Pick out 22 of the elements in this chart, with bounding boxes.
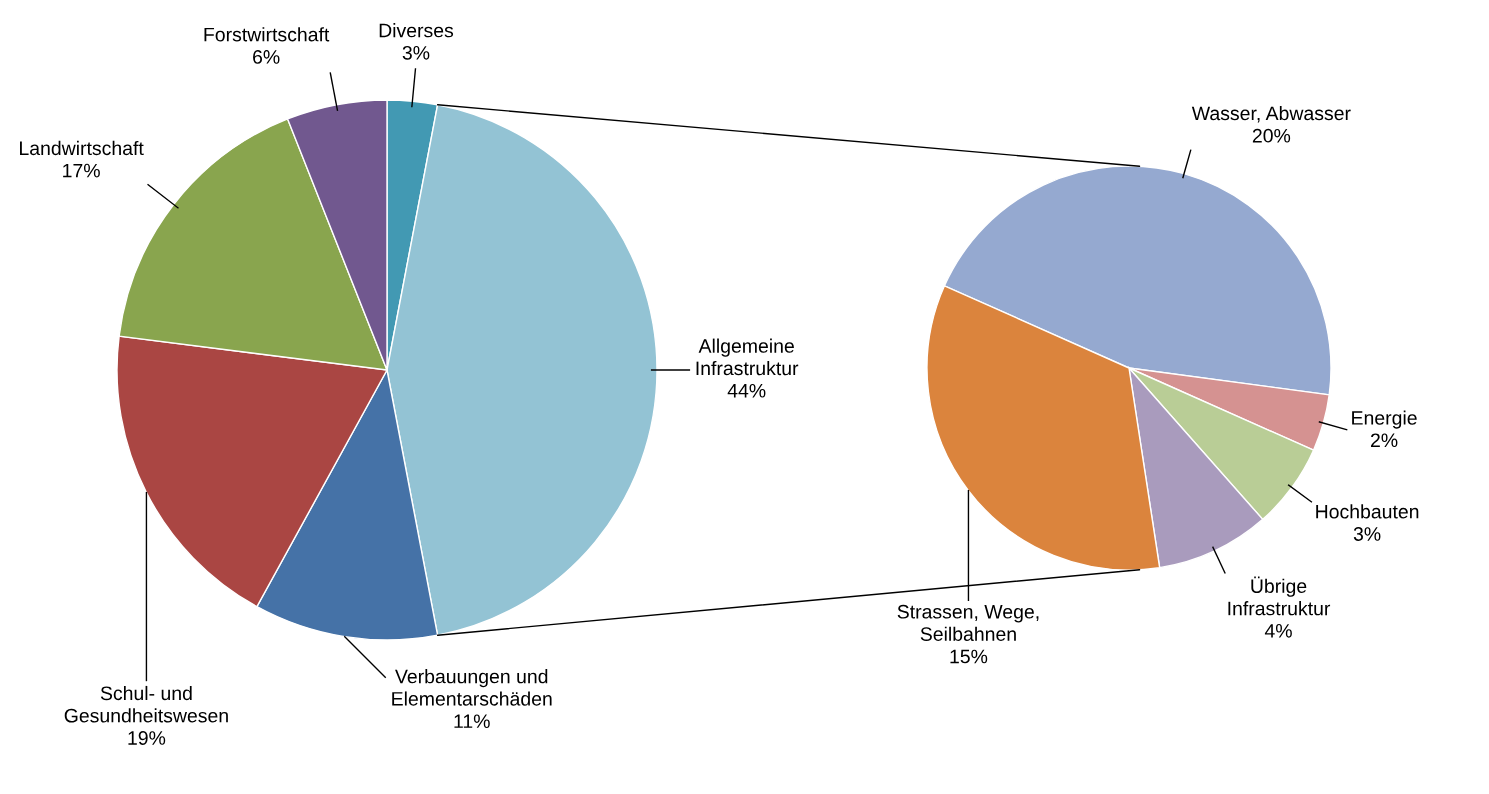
data-label: 6% (253, 50, 280, 64)
data-label: 11% (454, 714, 490, 728)
data-label: 44% (727, 383, 766, 398)
data-label: 2% (1370, 433, 1398, 448)
slice-label: Strassen, Wege, Seilbahnen (897, 604, 1039, 641)
slice-label: Wasser, Abwasser (1191, 105, 1351, 123)
data-label: 4% (1264, 624, 1292, 638)
slice-label: Übrige Infrastruktur (1228, 576, 1331, 616)
slice-label: Allgemeine Infrastruktur (696, 338, 799, 376)
slice-label: Schul- und Gesundheitswesen (64, 685, 228, 723)
slice-label: Landwirtschaft (20, 140, 144, 156)
data-label: 17% (63, 163, 100, 178)
data-label: 19% (128, 731, 166, 745)
slice-label: Forstwirtschaft (204, 27, 330, 42)
data-label: 20% (1252, 128, 1291, 143)
data-label: 15% (950, 649, 988, 664)
slice-label: Diverses (379, 23, 454, 38)
slice-label: Verbauungen und Elementarschäden (392, 669, 552, 706)
slice-label: Hochbauten (1316, 504, 1419, 519)
data-label: 3% (402, 45, 430, 60)
slice-label: Energie (1352, 410, 1417, 429)
data-label: 3% (1353, 527, 1381, 541)
